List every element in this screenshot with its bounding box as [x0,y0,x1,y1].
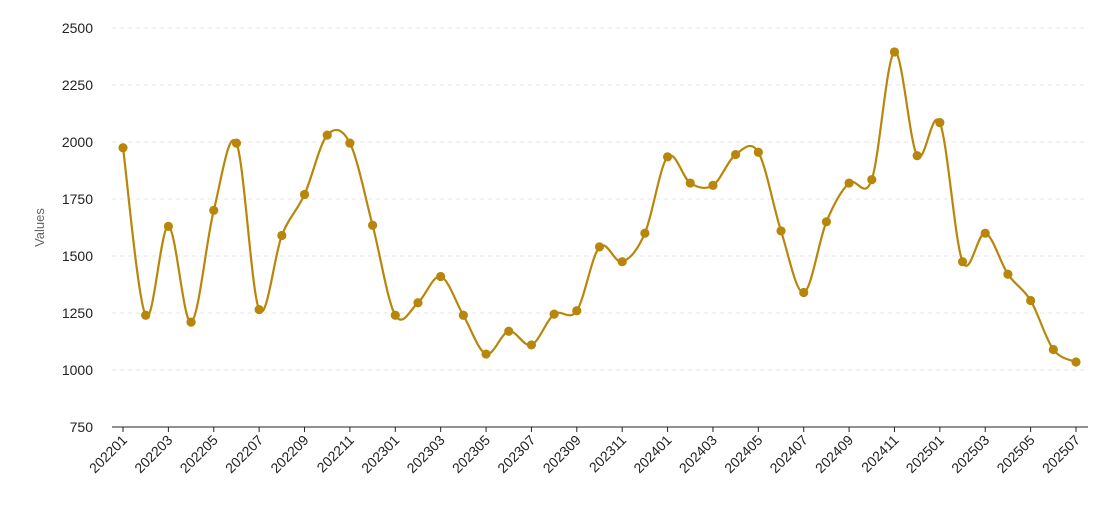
data-point [1026,295,1036,306]
data-point [844,178,854,188]
y-tick-label: 2250 [62,77,93,93]
y-axis-ticks: 750 1000 1250 1500 1750 2000 2250 2500 [62,20,93,435]
x-tick-label: 202305 [449,432,493,476]
y-tick-label: 1750 [62,191,93,207]
data-point [1071,357,1081,367]
data-point [731,149,741,160]
grid-lines [112,27,1088,371]
data-point [685,178,695,188]
data-point [277,230,287,241]
y-tick-label: 2000 [62,134,93,150]
data-point [935,118,945,128]
data-point [299,189,310,200]
x-tick-label: 202211 [313,432,357,476]
data-point [481,349,491,359]
y-tick-label: 1250 [62,305,93,321]
data-point [889,47,900,57]
data-point [458,310,468,320]
x-tick-label: 202209 [267,432,311,476]
data-point [799,287,809,298]
x-tick-label: 202203 [131,432,175,476]
x-tick-label: 202503 [948,432,992,476]
data-points [118,47,1081,367]
data-point [980,228,990,238]
x-tick-label: 202501 [903,432,947,476]
data-point [776,226,786,236]
x-tick-label: 202309 [540,432,584,476]
data-point [957,257,968,267]
x-tick-label: 202207 [222,432,266,476]
y-axis-title: Values [32,208,47,247]
x-tick-label: 202307 [494,432,538,476]
y-tick-label: 750 [70,419,94,435]
data-point [640,228,650,238]
x-tick-label: 202411 [858,432,902,476]
data-point [118,143,128,153]
data-point [912,151,922,161]
series-line [121,50,1077,364]
x-tick-label: 202401 [630,432,674,476]
data-point [254,304,264,315]
data-point [504,326,514,336]
data-point [141,310,151,320]
y-tick-label: 1000 [62,362,93,378]
y-tick-label: 1500 [62,248,93,264]
data-point [526,340,537,350]
x-tick-label: 202403 [676,432,720,476]
x-tick-label: 202505 [993,432,1037,476]
data-point [390,310,400,320]
x-tick-label: 202409 [812,432,856,476]
x-tick-label: 202407 [766,432,810,476]
data-point [821,217,832,227]
data-point [345,138,355,148]
data-point [867,175,877,185]
x-tick-label: 202507 [1039,432,1083,476]
x-tick-label: 202301 [358,432,402,476]
data-point [572,306,582,316]
data-point [413,298,423,308]
x-tick-label: 202205 [177,432,221,476]
data-point [753,147,763,157]
data-point [1048,344,1058,355]
x-tick-label: 202201 [86,432,130,476]
x-tick-label: 202303 [403,432,447,476]
x-tick-label: 202405 [721,432,765,476]
data-point [163,221,173,231]
data-point [549,309,559,319]
data-point [209,205,219,215]
data-point [708,180,718,190]
data-point [322,130,332,140]
data-point [662,152,673,162]
data-point [186,317,196,327]
data-point [367,220,378,230]
data-point [231,138,242,148]
x-axis-ticks: 202201 202203 202205 202207 202209 202211 2023… [86,427,1083,476]
data-point [617,257,627,267]
data-point [594,242,605,252]
y-tick-label: 2500 [62,20,93,36]
x-tick-label: 202311 [586,432,630,476]
data-point [436,271,446,282]
data-point [1003,269,1013,279]
